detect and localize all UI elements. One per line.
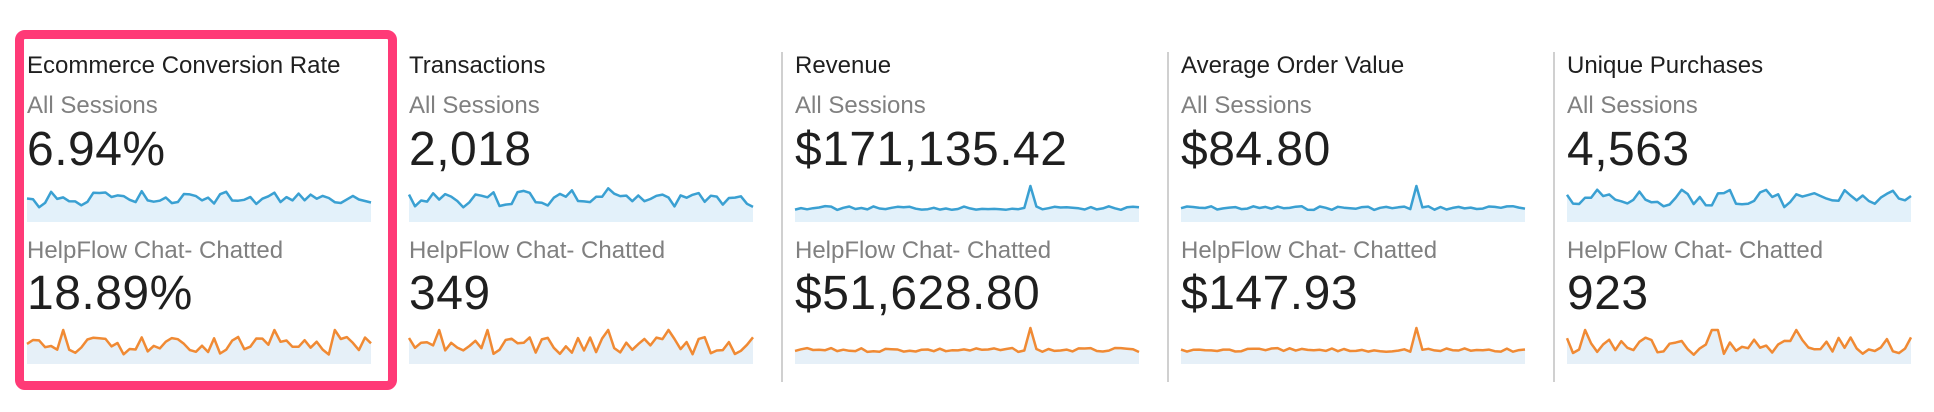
- segment-label-helpflow-chat: HelpFlow Chat- Chatted: [1567, 237, 1824, 264]
- segment-label-all-sessions: All Sessions: [409, 92, 540, 119]
- sparkline-line: [26, 328, 372, 356]
- segment-label-helpflow-chat: HelpFlow Chat- Chatted: [409, 237, 666, 264]
- metric-value-helpflow-chat: 18.89%: [27, 267, 193, 320]
- segment-label-helpflow-chat: HelpFlow Chat- Chatted: [27, 237, 284, 264]
- sparkline-all-sessions: [26, 189, 372, 222]
- sparkline-line: [26, 189, 372, 209]
- sparkline-helpflow-chat: [407, 328, 754, 364]
- card-divider: [1553, 52, 1555, 382]
- sparkline-line: [407, 328, 754, 356]
- metric-scorecard-row: Ecommerce Conversion Rate All Sessions 6…: [15, 30, 1921, 390]
- card-divider: [1167, 52, 1169, 382]
- sparkline-area: [27, 330, 371, 364]
- sparkline-all-sessions: [1565, 188, 1912, 222]
- sparkline-helpflow-chat: [1180, 326, 1526, 364]
- segment-label-all-sessions: All Sessions: [1181, 92, 1312, 119]
- metric-title: Unique Purchases: [1567, 52, 1764, 79]
- sparkline-all-sessions: [794, 184, 1140, 222]
- sparkline-all-sessions: [407, 187, 754, 222]
- sparkline-line: [794, 326, 1140, 354]
- sparkline-area: [795, 186, 1139, 222]
- metric-value-all-sessions: 4,563: [1567, 123, 1690, 176]
- metric-value-helpflow-chat: $51,628.80: [795, 267, 1041, 320]
- sparkline-area: [27, 191, 371, 222]
- metric-title: Average Order Value: [1181, 52, 1405, 79]
- metric-value-helpflow-chat: 349: [409, 267, 491, 320]
- segment-label-helpflow-chat: HelpFlow Chat- Chatted: [1181, 237, 1438, 264]
- sparkline-line: [407, 187, 754, 209]
- sparkline-area: [795, 328, 1139, 364]
- metric-card-unique-purchases[interactable]: Unique Purchases All Sessions 4,563 Help…: [1555, 30, 1934, 380]
- metric-card-average-order-value[interactable]: Average Order Value All Sessions $84.80 …: [1169, 30, 1551, 380]
- card-divider: [781, 52, 783, 382]
- sparkline-helpflow-chat: [794, 326, 1140, 364]
- metric-value-all-sessions: $84.80: [1181, 123, 1331, 176]
- sparkline-line: [1180, 184, 1526, 212]
- segment-label-all-sessions: All Sessions: [27, 92, 158, 119]
- metric-title: Transactions: [409, 52, 546, 79]
- metric-card-ecommerce-conversion-rate[interactable]: Ecommerce Conversion Rate All Sessions 6…: [15, 30, 397, 390]
- segment-label-helpflow-chat: HelpFlow Chat- Chatted: [795, 237, 1052, 264]
- sparkline-area: [1567, 189, 1911, 222]
- sparkline-area: [1567, 330, 1911, 364]
- sparkline-helpflow-chat: [1565, 328, 1913, 364]
- sparkline-helpflow-chat: [26, 328, 372, 364]
- metric-value-all-sessions: 2,018: [409, 123, 532, 176]
- metric-value-all-sessions: $171,135.42: [795, 123, 1068, 176]
- metric-value-helpflow-chat: $147.93: [1181, 267, 1359, 320]
- metric-title: Ecommerce Conversion Rate: [27, 52, 341, 79]
- segment-label-all-sessions: All Sessions: [795, 92, 926, 119]
- sparkline-line: [1565, 328, 1913, 356]
- metric-card-revenue[interactable]: Revenue All Sessions $171,135.42 HelpFlo…: [783, 30, 1165, 380]
- sparkline-line: [794, 184, 1140, 212]
- sparkline-area: [1181, 328, 1525, 364]
- metric-value-all-sessions: 6.94%: [27, 123, 166, 176]
- segment-label-all-sessions: All Sessions: [1567, 92, 1698, 119]
- metric-card-transactions[interactable]: Transactions All Sessions 2,018 HelpFlow…: [397, 30, 779, 380]
- sparkline-line: [1565, 188, 1912, 209]
- sparkline-line: [1180, 326, 1526, 354]
- sparkline-all-sessions: [1180, 184, 1526, 222]
- sparkline-area: [1181, 186, 1525, 222]
- metric-title: Revenue: [795, 52, 892, 79]
- metric-value-helpflow-chat: 923: [1567, 267, 1649, 320]
